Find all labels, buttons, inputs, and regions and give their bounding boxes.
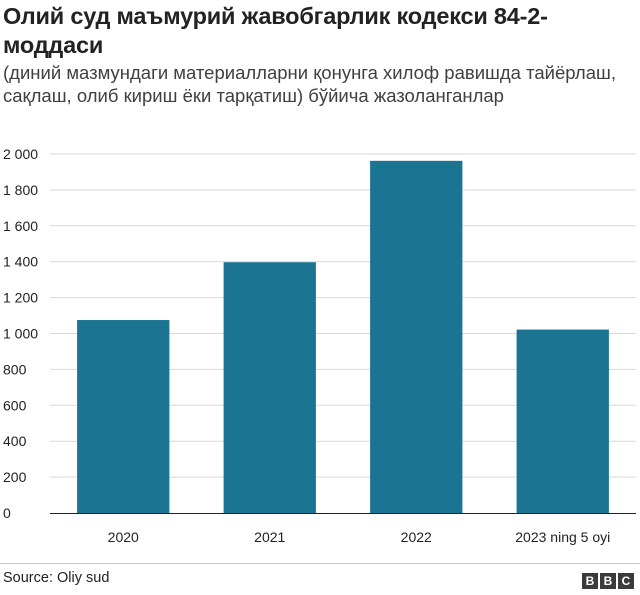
logo-letter: C xyxy=(618,573,634,589)
logo-letter: B xyxy=(600,573,616,589)
y-tick-label: 200 xyxy=(3,469,27,485)
x-tick-label: 2022 xyxy=(401,529,432,545)
footer-divider xyxy=(0,563,640,564)
y-tick-label: 1 400 xyxy=(3,254,38,270)
y-tick-label: 1 600 xyxy=(3,218,38,234)
y-tick-label: 1 000 xyxy=(3,326,38,342)
x-tick-label: 2023 ning 5 oyi xyxy=(515,529,610,545)
bars xyxy=(77,160,609,514)
y-tick-label: 1 800 xyxy=(3,182,38,198)
chart-title: Олий суд маъмурий жавобгарлик кодекси 84… xyxy=(3,3,548,58)
x-tick-label: 2020 xyxy=(108,529,139,545)
y-tick-label: 600 xyxy=(3,397,27,413)
chart-subtitle: (диний мазмундаги материалларни қонунга … xyxy=(3,62,616,106)
bar-2021 xyxy=(223,262,316,513)
bbc-logo: B B C xyxy=(582,573,634,589)
bar-2023-ning-5-oyi xyxy=(516,329,609,513)
bar-2022 xyxy=(370,160,463,514)
y-tick-label: 400 xyxy=(3,433,27,449)
x-axis-ticks: 2020 2021 2022 2023 ning 5 oyi xyxy=(108,529,611,545)
source-note: Source: Oliy sud xyxy=(3,570,110,586)
bar-chart: 0 200 400 600 800 1 000 1 200 1 400 1 600 1 800 2 … xyxy=(3,146,636,545)
y-tick-label: 2 000 xyxy=(3,146,38,162)
logo-letter: B xyxy=(582,573,598,589)
y-tick-label: 1 200 xyxy=(3,290,38,306)
x-tick-label: 2021 xyxy=(254,529,285,545)
y-tick-label: 800 xyxy=(3,361,27,377)
bar-2020 xyxy=(77,320,170,513)
y-tick-label: 0 xyxy=(3,505,11,521)
y-axis-ticks: 0 200 400 600 800 1 000 1 200 1 400 1 600 1 800 2 … xyxy=(3,146,38,521)
